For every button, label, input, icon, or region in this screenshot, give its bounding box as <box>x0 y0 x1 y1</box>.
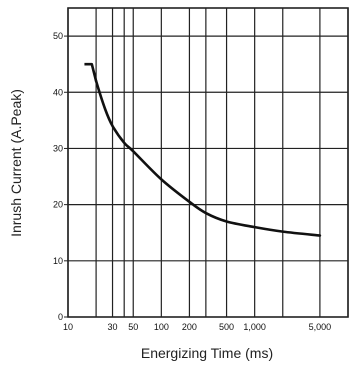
x-tick-label: 200 <box>182 322 197 332</box>
x-axis-title: Energizing Time (ms) <box>141 345 273 361</box>
y-tick-label: 30 <box>53 143 63 153</box>
y-tick-label: 50 <box>53 31 63 41</box>
x-tick-label: 10 <box>63 322 73 332</box>
x-tick-label: 100 <box>154 322 169 332</box>
x-tick-label: 500 <box>219 322 234 332</box>
series-line-top <box>84 62 98 82</box>
plot-frame <box>67 7 349 318</box>
x-tick-label: 1,000 <box>243 322 266 332</box>
x-tick-label: 30 <box>108 322 118 332</box>
y-tick-label: 20 <box>53 200 63 210</box>
x-tick-label: 5,000 <box>309 322 332 332</box>
y-tick-label: 40 <box>53 87 63 97</box>
x-tick-label: 50 <box>128 322 138 332</box>
y-tick-label: 10 <box>53 256 63 266</box>
y-axis-title: Inrush Current (A.Peak) <box>8 89 24 237</box>
y-tick-label: 0 <box>58 312 63 322</box>
series-line <box>94 79 322 237</box>
